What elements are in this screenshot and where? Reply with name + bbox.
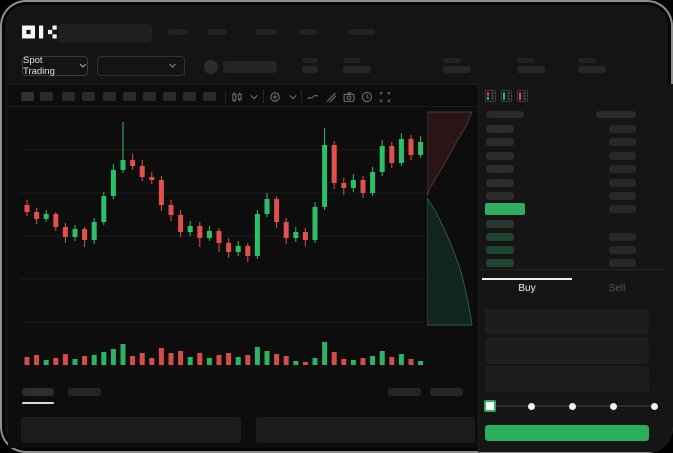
pair-selector-dropdown[interactable] — [97, 56, 185, 76]
header-divider — [8, 84, 665, 85]
indicator-icon[interactable] — [269, 91, 281, 103]
market-type-label: Spot Trading — [23, 55, 55, 77]
slider-stop[interactable] — [568, 402, 576, 410]
depth-chart — [427, 111, 473, 326]
stat-value-placeholder — [302, 66, 318, 73]
chevron-down-icon[interactable] — [287, 91, 299, 103]
nav-item-placeholder[interactable] — [207, 29, 227, 35]
ask-amount-placeholder — [609, 178, 636, 187]
candlestick-icon[interactable] — [231, 91, 243, 103]
draw-icon[interactable] — [325, 91, 337, 103]
chevron-down-icon[interactable] — [248, 91, 260, 103]
ask-price-placeholder[interactable] — [486, 138, 514, 147]
trade-sidebar: Buy Sell — [478, 84, 673, 452]
bottom-tab-placeholder[interactable] — [68, 388, 101, 396]
ask-price-placeholder[interactable] — [486, 151, 514, 160]
ask-price-placeholder[interactable] — [486, 125, 514, 133]
timeframe-button[interactable] — [82, 92, 95, 101]
stat-value-placeholder — [343, 66, 371, 73]
orderbook-col-header-price — [486, 111, 524, 118]
timeframe-button[interactable] — [62, 92, 75, 101]
stat-label-placeholder — [343, 58, 361, 63]
nav-item-placeholder[interactable] — [348, 29, 375, 35]
tab-buy[interactable]: Buy — [518, 283, 536, 294]
toolbar-separator — [263, 90, 264, 103]
stat-label-placeholder — [517, 58, 535, 63]
timeframe-button[interactable] — [163, 92, 176, 101]
amount-field[interactable] — [485, 338, 649, 364]
bid-amount-placeholder — [609, 259, 636, 267]
bottom-action-placeholder[interactable] — [430, 388, 463, 396]
toolbar-separator — [225, 90, 226, 103]
nav-item-placeholder[interactable] — [255, 29, 277, 35]
bottom-panel — [21, 417, 241, 443]
timeframe-button[interactable] — [40, 92, 53, 101]
timeframe-button[interactable] — [143, 92, 156, 101]
nav-item-placeholder[interactable] — [299, 29, 318, 35]
price-field[interactable] — [485, 309, 649, 335]
camera-icon[interactable] — [343, 91, 355, 103]
stat-label-placeholder — [578, 58, 596, 63]
book-all-icon[interactable] — [485, 90, 496, 102]
timeframe-button[interactable] — [183, 92, 196, 101]
bottom-active-tab-underline — [22, 402, 54, 404]
bid-amount-placeholder — [609, 246, 636, 254]
stat-value-placeholder — [443, 66, 471, 73]
nav-item-placeholder[interactable] — [168, 29, 188, 35]
timeframe-button[interactable] — [21, 92, 34, 101]
pair-avatar — [204, 60, 218, 74]
candlestick-chart[interactable] — [21, 108, 425, 370]
bottom-tab-placeholder[interactable] — [22, 388, 54, 396]
last-price-amount-placeholder — [609, 205, 636, 213]
slider-handle[interactable] — [484, 400, 496, 412]
toolbar-divider — [8, 106, 477, 107]
slider-stop[interactable] — [650, 402, 658, 410]
ask-amount-placeholder — [609, 192, 636, 200]
timeframe-button[interactable] — [123, 92, 136, 101]
buy-submit-button[interactable] — [485, 425, 649, 441]
stat-label-placeholder — [302, 58, 318, 63]
active-tab-indicator — [482, 278, 572, 280]
bid-price-placeholder[interactable] — [486, 220, 514, 228]
slider-stop[interactable] — [527, 402, 535, 410]
book-asks-icon[interactable] — [517, 90, 528, 102]
ask-amount-placeholder — [609, 151, 636, 160]
stat-label-placeholder — [443, 58, 461, 63]
bid-price-placeholder[interactable] — [486, 233, 514, 241]
search-input[interactable] — [58, 24, 152, 43]
ask-amount-placeholder — [609, 165, 636, 174]
chevron-down-icon — [169, 63, 176, 68]
stat-value-placeholder — [578, 66, 606, 73]
timeframe-button[interactable] — [103, 92, 116, 101]
book-bids-icon[interactable] — [501, 90, 512, 102]
last-price-highlight[interactable] — [485, 203, 525, 215]
orderbook-divider — [479, 269, 666, 270]
amount-slider[interactable] — [479, 84, 673, 452]
pair-name-placeholder — [223, 61, 277, 73]
slider-stop[interactable] — [609, 402, 617, 410]
bottom-action-placeholder[interactable] — [388, 388, 421, 396]
orderbook-col-header-amount — [596, 111, 636, 118]
expand-icon[interactable] — [379, 91, 391, 103]
ask-price-placeholder[interactable] — [486, 178, 514, 187]
toolbar-separator — [301, 90, 302, 103]
clock-icon[interactable] — [361, 91, 373, 103]
chevron-down-icon — [79, 63, 87, 68]
ask-amount-placeholder — [609, 138, 636, 147]
bid-price-placeholder[interactable] — [486, 246, 514, 254]
total-field[interactable] — [485, 366, 649, 392]
market-type-dropdown[interactable]: Spot Trading — [22, 55, 88, 77]
ask-price-placeholder[interactable] — [486, 192, 514, 200]
ask-amount-placeholder — [609, 125, 636, 133]
bid-amount-placeholder — [609, 233, 636, 241]
bottom-panel — [256, 417, 475, 443]
bid-price-placeholder[interactable] — [486, 259, 514, 267]
timeframe-button[interactable] — [203, 92, 216, 101]
ask-price-placeholder[interactable] — [486, 165, 514, 174]
stat-value-placeholder — [517, 66, 545, 73]
line-chart-icon[interactable] — [307, 91, 319, 103]
tab-sell[interactable]: Sell — [608, 283, 626, 294]
